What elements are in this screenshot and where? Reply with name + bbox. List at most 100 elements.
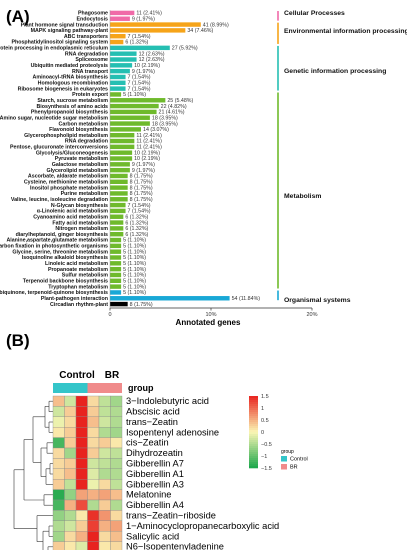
heatmap-cell-7-5: [110, 468, 123, 480]
bar-value-label: 14 (3.07%): [143, 127, 169, 133]
heatmap-cell-3-4: [98, 427, 111, 438]
bar-35: [110, 214, 124, 219]
heatmap-cell-4-0: [52, 437, 65, 449]
bar-value-label: 9 (1.97%): [132, 162, 155, 168]
heatmap-cell-12-1: [64, 520, 77, 532]
bar-value-label: 8 (1.75%): [130, 174, 153, 180]
category-label: Plant hormone signal transduction: [21, 22, 108, 28]
bar-0: [110, 10, 135, 16]
color-scale-step: [249, 408, 258, 411]
color-scale-tick-label: 0: [261, 430, 264, 436]
bar-26: [110, 162, 130, 167]
bar-11: [110, 74, 126, 80]
heatmap-cell-4-4: [98, 437, 111, 449]
heatmap-cell-5-5: [110, 447, 123, 459]
row-label-10: Gibberellin A4: [126, 500, 184, 510]
heatmap-cell-8-5: [110, 479, 123, 490]
category-label: Starch, sucrose metabolism: [37, 98, 108, 104]
heatmap-cell-10-1: [64, 499, 77, 511]
heatmap-cell-3-0: [52, 427, 65, 438]
heatmap-cell-11-3: [87, 510, 100, 521]
category-label: MAPK signaling pathway-plant: [31, 28, 109, 34]
category-label: Pyruvate metabolism: [55, 156, 109, 162]
category-label: Circadian rhythm-plant: [50, 302, 108, 308]
category-label: Homologous recombination: [38, 80, 108, 86]
category-label: Linoleic acid metabolism: [45, 261, 108, 267]
heatmap-cell-13-1: [64, 531, 77, 542]
row-label-3: Isopentenyl adenosine: [126, 427, 219, 437]
heatmap-cell-3-2: [75, 427, 88, 438]
bar-value-label: 11 (2.41%): [136, 139, 162, 145]
color-scale-step: [249, 454, 258, 457]
x-tick-label: 20%: [306, 312, 317, 318]
bar-value-label: 12 (2.63%): [139, 57, 165, 63]
bar-50: [110, 301, 128, 307]
bar-42: [110, 255, 122, 260]
color-scale-step: [249, 416, 258, 419]
row-label-4: cis−Zeatin: [126, 438, 169, 448]
color-scale-tick-label: −1: [261, 454, 267, 460]
category-label: Glycolysis/Gluconeogenesis: [36, 150, 108, 156]
heatmap-cell-0-5: [110, 395, 123, 407]
heatmap-cell-13-2: [75, 531, 88, 542]
row-label-14: N6−Isopentenyladenine: [126, 542, 224, 550]
color-scale-step: [249, 426, 258, 429]
heatmap-cell-14-0: [52, 541, 65, 550]
bar-value-label: 41 (8.99%): [203, 22, 229, 28]
heatmap-cell-14-5: [110, 541, 123, 550]
heatmap-cell-2-2: [75, 416, 88, 428]
bar-value-label: 5 (1.10%): [123, 92, 146, 98]
category-label: Galactose metabolism: [52, 162, 109, 168]
heatmap-cell-11-0: [52, 510, 65, 521]
heatmap-cell-12-5: [110, 520, 123, 532]
color-scale-step: [249, 432, 258, 435]
heatmap-cell-7-3: [87, 468, 100, 480]
group-legend-swatch-br: [281, 464, 287, 470]
bar-value-label: 6 (1.32%): [125, 220, 148, 226]
color-scale-step: [249, 410, 258, 413]
category-label: N-Glycan biosynthesis: [51, 203, 108, 209]
bar-24: [110, 150, 133, 155]
category-label: Phosphatidylinositol signaling system: [11, 40, 108, 46]
heatmap-cell-2-1: [64, 416, 77, 428]
heatmap-cell-2-3: [87, 416, 100, 428]
bar-value-label: 6 (1.32%): [125, 226, 148, 232]
bar-43: [110, 261, 122, 266]
bar-8: [110, 57, 137, 62]
bar-value-label: 8 (1.75%): [130, 191, 153, 197]
panel-a-bar-chart: (A) Phagosome 11 (2.41%) Endocytosis 9 (1.9…: [0, 7, 407, 327]
bar-value-label: 12 (2.63%): [139, 51, 165, 57]
category-label: α-Linolenic acid metabolism: [37, 209, 109, 215]
panel-a-category-groups: Cellular Processes Environmental informat…: [277, 10, 407, 304]
heatmap-cell-5-1: [64, 447, 77, 459]
bar-value-label: 21 (4.61%): [159, 110, 185, 116]
column-group-br: BR: [105, 370, 120, 381]
bar-value-label: 7 (1.54%): [128, 34, 151, 40]
category-label: Glycerophospholipid metabolism: [24, 133, 108, 139]
row-label-6: Gibberellin A7: [126, 459, 184, 469]
bar-39: [110, 237, 122, 243]
heatmap-cell-6-1: [64, 458, 77, 469]
category-label: Phagosome: [78, 11, 108, 17]
row-label-2: trans−Zeatin: [126, 417, 178, 427]
bar-27: [110, 167, 130, 173]
group-name-cellular-processes: Cellular Processes: [284, 10, 345, 17]
category-label: Carbon fixation in photosynthetic organi…: [0, 244, 108, 250]
category-label: Plant-pathogen interaction: [41, 296, 108, 302]
color-scale-tick-label: 1: [261, 406, 264, 412]
bar-40: [110, 243, 122, 249]
color-scale-step: [249, 404, 258, 407]
group-annotation-bar: [53, 383, 122, 393]
color-scale-step: [249, 452, 258, 455]
category-label: Alanine,aspartate,glutamate metabolism: [6, 238, 108, 244]
heatmap-cell-8-0: [52, 479, 65, 490]
color-scale-step: [249, 402, 258, 405]
color-scale-step: [249, 440, 258, 443]
category-label: Pentose, glucuronate interconversions: [10, 145, 108, 151]
panel-a-label: (A): [6, 7, 30, 26]
heatmap-cell-3-3: [87, 427, 100, 438]
heatmap-cell-11-5: [110, 510, 123, 521]
bar-value-label: 5 (1.10%): [123, 261, 146, 267]
color-scale-step: [249, 396, 258, 399]
heatmap-cell-9-5: [110, 489, 123, 501]
